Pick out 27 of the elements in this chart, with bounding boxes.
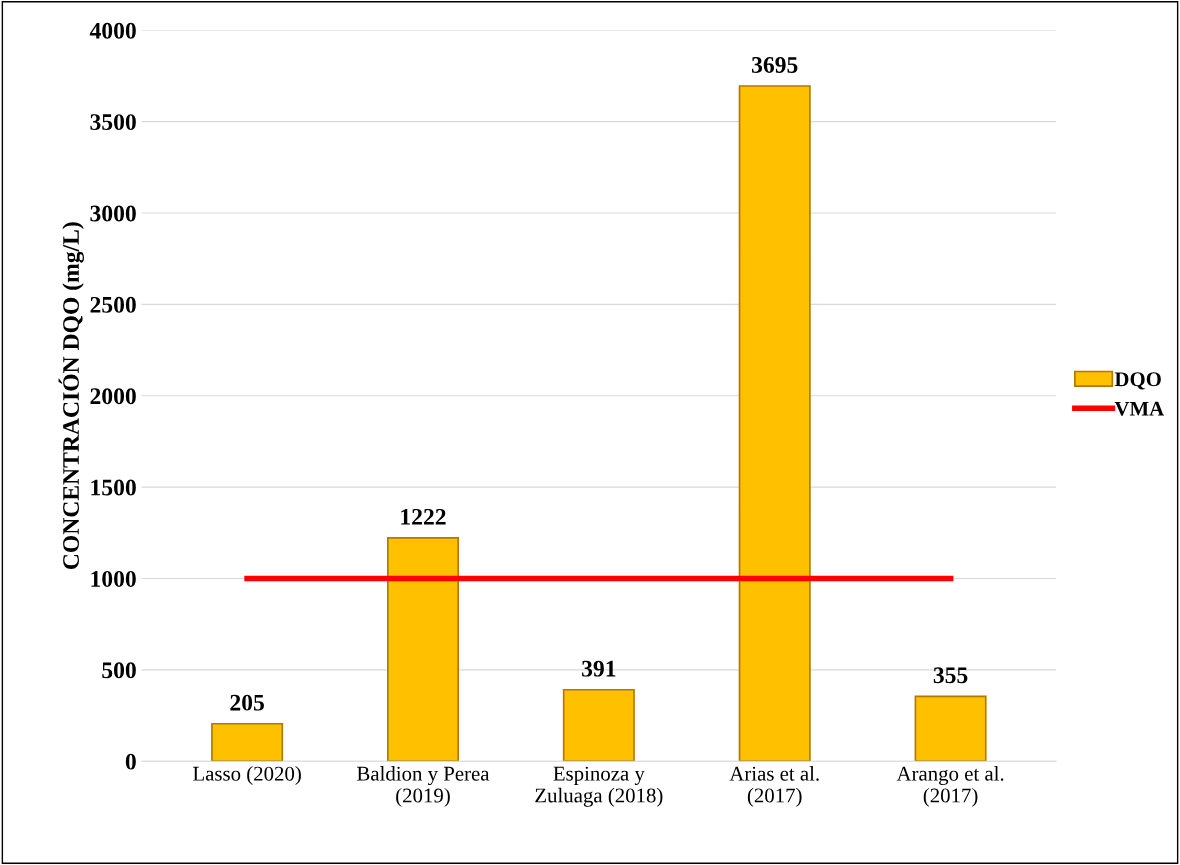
bar	[386, 537, 459, 762]
bar	[562, 688, 635, 762]
y-axis-title: CONCENTRACIÓN DQO (mg/L)	[58, 222, 84, 570]
y-tick-label: 2000	[90, 388, 136, 405]
bar	[211, 722, 284, 762]
data-label: 1222	[401, 508, 446, 525]
y-tick-label: 2500	[90, 296, 136, 313]
y-tick-label: 3000	[90, 205, 136, 222]
x-tick-label: Arango et al. (2017)	[896, 766, 1004, 807]
y-tick-label: 1000	[91, 570, 136, 587]
legend-label: VMA	[1114, 401, 1165, 416]
y-tick-label: 4000	[89, 22, 136, 39]
data-label: 3695	[751, 57, 798, 73]
y-tick-label: 0	[125, 753, 136, 770]
data-label: 355	[933, 667, 968, 684]
x-tick-label: Arias et al. (2017)	[729, 766, 819, 807]
x-tick-label: Baldion y Perea (2019)	[357, 766, 490, 807]
x-tick-label: Lasso (2020)	[193, 766, 301, 785]
data-label: 391	[582, 660, 616, 677]
x-tick-label: Espinoza y Zuluaga (2018)	[535, 766, 663, 807]
data-label: 205	[230, 694, 264, 711]
bar	[914, 695, 987, 762]
y-tick-label: 3500	[90, 114, 136, 131]
y-tick-label: 1500	[91, 479, 136, 496]
y-tick-label: 500	[102, 662, 136, 679]
legend-label: DQO	[1114, 372, 1161, 390]
bar	[738, 85, 811, 762]
